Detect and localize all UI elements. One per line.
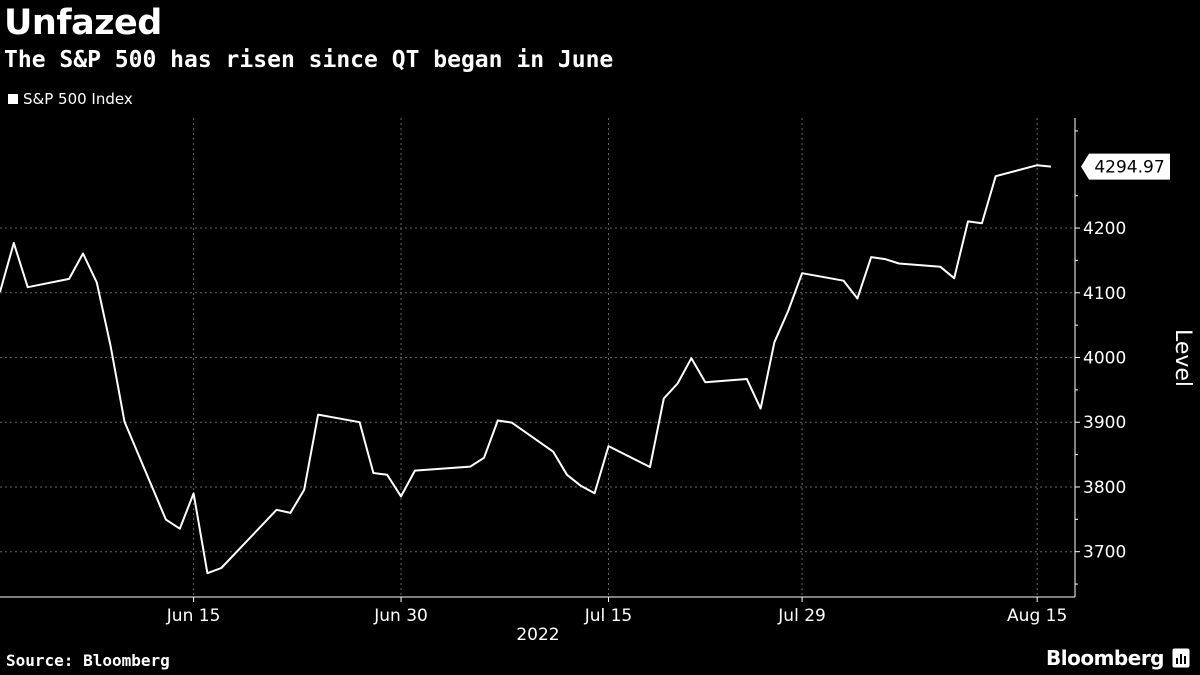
last-value-badge (1081, 153, 1170, 180)
axis-layer (0, 118, 1080, 602)
legend-label: S&P 500 Index (23, 90, 133, 108)
legend: S&P 500 Index (8, 90, 133, 108)
legend-swatch (8, 94, 18, 104)
brand: Bloomberg (1046, 646, 1190, 670)
chart-subtitle: The S&P 500 has risen since QT began in … (4, 47, 614, 73)
y-tick-label: 4200 (1083, 219, 1126, 239)
x-tick-label: Jul 15 (584, 606, 633, 626)
y-axis-label: Level (1170, 329, 1195, 387)
y-tick-label: 4000 (1083, 349, 1126, 369)
chart-title: Unfazed (4, 3, 162, 43)
x-tick-label: Jun 30 (373, 606, 428, 626)
x-tick-label: Jul 29 (777, 606, 826, 626)
series-layer (0, 164, 1052, 575)
label-layer: 3700 3800 3900 4000 4100 4200 Jun 15 Jun 30 Jul … (166, 153, 1195, 645)
series-line-sp500 (0, 164, 1052, 575)
bloomberg-terminal-icon (1172, 648, 1190, 668)
y-tick-label: 3800 (1083, 478, 1126, 498)
x-tick-label: Aug 15 (1007, 606, 1067, 626)
last-value-label: 4294.97 (1094, 158, 1164, 178)
grid-layer (0, 118, 1075, 597)
y-tick-label: 4100 (1083, 284, 1126, 304)
y-tick-label: 3900 (1083, 413, 1126, 433)
x-axis-label: 2022 (516, 625, 559, 645)
brand-logo-text: Bloomberg (1046, 646, 1164, 670)
x-tick-label: Jun 15 (166, 606, 221, 626)
y-tick-label: 3700 (1083, 543, 1126, 563)
source-note: Source: Bloomberg (6, 651, 170, 670)
